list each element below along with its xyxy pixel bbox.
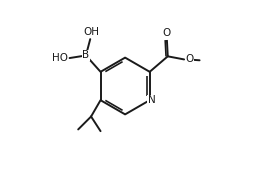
Text: HO: HO — [52, 53, 68, 63]
Text: N: N — [148, 95, 155, 105]
Text: B: B — [82, 50, 89, 61]
Text: OH: OH — [83, 27, 99, 37]
Text: O: O — [185, 54, 193, 64]
Text: O: O — [163, 28, 171, 38]
